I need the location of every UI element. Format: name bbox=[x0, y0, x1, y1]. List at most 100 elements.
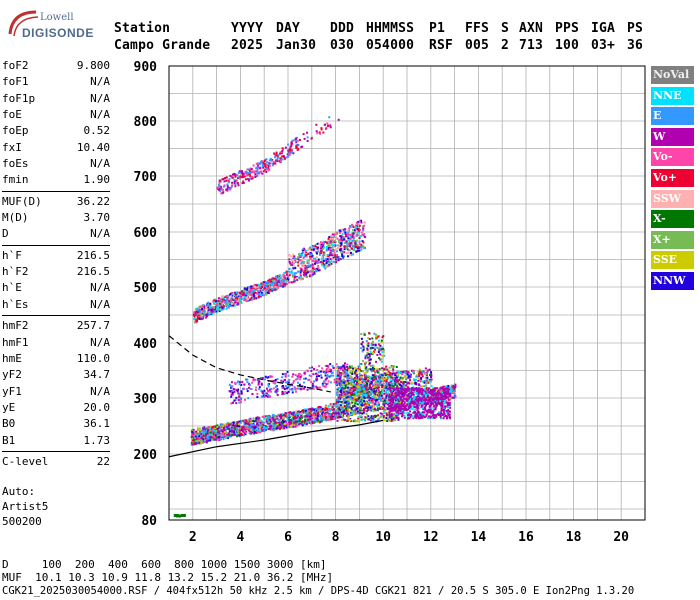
echo-f2 bbox=[200, 430, 203, 433]
echo-spread bbox=[381, 397, 384, 400]
echo-f2 bbox=[242, 425, 245, 428]
param-divider bbox=[2, 315, 110, 317]
echo-spread bbox=[374, 416, 377, 419]
echo-f2-ext bbox=[397, 395, 400, 398]
echo-f2 bbox=[218, 426, 221, 429]
echo-f2 bbox=[239, 421, 242, 424]
echo-f2 bbox=[378, 375, 381, 378]
echo-spread bbox=[394, 374, 397, 377]
echo-oblique bbox=[298, 383, 301, 386]
echo-f2 bbox=[419, 380, 422, 383]
echo-f2 bbox=[224, 424, 227, 427]
echo-f2 bbox=[277, 421, 280, 424]
echo-oblique bbox=[285, 387, 288, 390]
echo-spread bbox=[390, 402, 393, 405]
echo-2f bbox=[298, 252, 301, 255]
echo-f2-ext bbox=[445, 392, 448, 395]
echo-f2 bbox=[357, 379, 360, 382]
echo-f2 bbox=[286, 419, 289, 422]
param-name: hmF1 bbox=[2, 335, 29, 349]
echo-f2 bbox=[373, 397, 376, 400]
echo-oblique bbox=[338, 380, 341, 383]
echo-f2 bbox=[365, 402, 368, 405]
echo-f2 bbox=[230, 430, 233, 433]
echo-f2 bbox=[226, 427, 229, 430]
echo-spread bbox=[392, 419, 395, 422]
header-value-s: 2 bbox=[501, 38, 510, 53]
echo-f2-ext bbox=[433, 417, 436, 420]
echo-f2 bbox=[195, 435, 198, 438]
echo-f2 bbox=[255, 431, 258, 434]
echo-f2 bbox=[347, 398, 350, 401]
echo-f2-ext bbox=[418, 417, 421, 420]
echo-f2-ext bbox=[413, 402, 416, 405]
echo-oblique bbox=[296, 375, 299, 378]
echo-f2 bbox=[334, 416, 337, 419]
echo-spread bbox=[344, 381, 347, 384]
echo-spread bbox=[340, 405, 343, 408]
echo-oblique bbox=[310, 381, 313, 384]
echo-f2-ext bbox=[403, 412, 406, 415]
echo-oblique bbox=[320, 376, 323, 379]
echo-2f bbox=[361, 233, 364, 236]
echo-oblique bbox=[287, 384, 290, 387]
echo-spread bbox=[355, 392, 358, 395]
echo-spread bbox=[379, 397, 382, 400]
echo-f2 bbox=[219, 424, 222, 427]
echo-f2 bbox=[225, 432, 228, 435]
echo-f2 bbox=[369, 380, 372, 383]
echo-f2-ext bbox=[408, 405, 411, 408]
echo-f2 bbox=[367, 375, 370, 378]
echo-oblique bbox=[324, 378, 327, 381]
echo-spread bbox=[364, 419, 367, 422]
echo-f2 bbox=[226, 422, 229, 425]
echo-f2 bbox=[206, 429, 209, 432]
echo-f2-ext bbox=[391, 405, 394, 408]
echo-f2-ext bbox=[449, 406, 452, 409]
echo-f2 bbox=[394, 399, 397, 402]
echo-spread bbox=[344, 373, 347, 376]
echo-f2 bbox=[299, 422, 302, 425]
echo-f2 bbox=[228, 432, 231, 435]
echo-2f bbox=[346, 255, 349, 258]
echo-f2 bbox=[377, 376, 380, 379]
echo-f2-ext bbox=[431, 410, 434, 413]
param-row: MUF(D) 36.22 bbox=[2, 194, 110, 210]
echo-f2 bbox=[335, 405, 338, 408]
echo-2f bbox=[354, 244, 357, 247]
echo-oblique bbox=[256, 396, 259, 399]
echo-f2 bbox=[353, 392, 356, 395]
echo-2f bbox=[335, 248, 338, 251]
echo-f2 bbox=[298, 411, 301, 414]
echo-f2 bbox=[321, 413, 324, 416]
echo-spread bbox=[388, 376, 391, 379]
echo-f2 bbox=[195, 440, 198, 443]
echo-f2-ext bbox=[448, 413, 451, 416]
echo-oblique bbox=[320, 374, 323, 377]
y-tick-label: 200 bbox=[134, 448, 158, 463]
echo-spread bbox=[365, 406, 368, 409]
echo-f2-ext bbox=[439, 411, 442, 414]
echo-f2 bbox=[371, 383, 374, 386]
echo-f2 bbox=[198, 437, 201, 440]
echo-f2 bbox=[360, 383, 363, 386]
echo-f2 bbox=[375, 400, 378, 403]
echo-spread bbox=[353, 376, 356, 379]
echo-f2 bbox=[377, 398, 380, 401]
echo-f2 bbox=[216, 431, 219, 434]
echo-f2 bbox=[337, 410, 340, 413]
echo-2f bbox=[358, 228, 361, 231]
echo-f2 bbox=[351, 405, 354, 408]
echo-spread bbox=[372, 388, 375, 391]
param-value: 0.52 bbox=[83, 124, 111, 138]
echo-oblique bbox=[256, 392, 259, 395]
echo-oblique bbox=[315, 375, 318, 378]
echo-oblique bbox=[272, 387, 275, 390]
echo-f2 bbox=[199, 434, 202, 437]
echo-f2-ext bbox=[396, 411, 399, 414]
echo-oblique bbox=[287, 390, 290, 393]
echo-2f bbox=[322, 255, 325, 258]
echo-f2-ext bbox=[404, 391, 407, 394]
echo-spread bbox=[363, 403, 366, 406]
echo-f2 bbox=[285, 424, 288, 427]
